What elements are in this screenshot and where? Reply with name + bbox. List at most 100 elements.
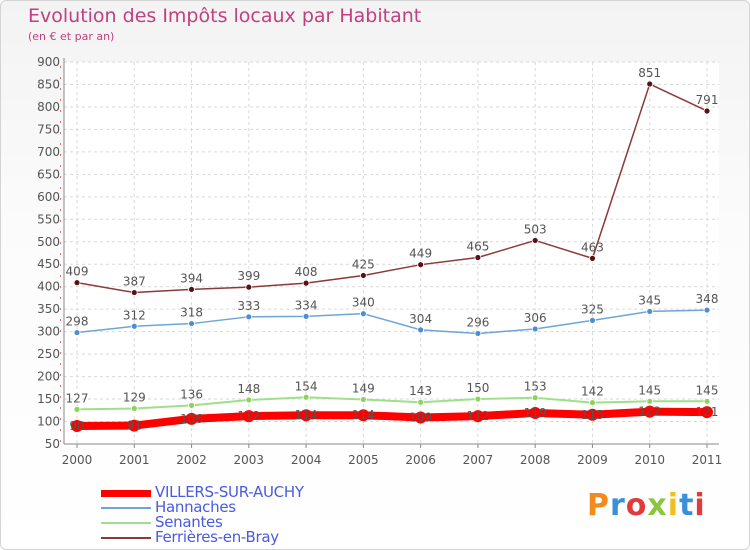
series-point-0 [71,420,83,433]
legend-label: VILLERS-SUR-AUCHY [155,483,304,501]
y-tick-label: 200 [37,370,60,384]
axis-dot [60,132,61,134]
series-point-0 [586,408,599,421]
series-point-2 [359,396,367,403]
series-point-0 [128,419,141,432]
data-label-3: 394 [180,271,203,285]
data-label-0: 115 [581,408,604,422]
data-label-2: 154 [295,379,318,393]
series-point-3 [73,279,81,287]
y-tick-label: 50 [45,437,60,451]
series-point-3 [646,80,654,88]
series-line-1 [76,309,708,335]
series-point-1 [245,313,253,321]
series-point-0 [529,406,542,419]
y-tick-label: 600 [37,190,60,204]
logo-letter: r [610,488,626,523]
axis-dot [60,440,61,442]
axis-dot [60,66,61,68]
axis-dot [60,209,61,211]
data-label-3: 387 [123,275,146,289]
series-point-1 [531,325,539,333]
y-tick-label: 400 [37,280,60,294]
logo-letter: i [667,488,680,523]
data-label-1: 345 [638,293,661,307]
x-tick-label: 2007 [463,453,494,467]
axis-dot [60,385,61,387]
data-label-2: 136 [180,387,203,401]
series-point-2 [188,401,195,409]
data-label-0: 90 [69,419,84,433]
series-point-3 [302,279,310,287]
axis-dot [60,165,61,167]
series-line-0 [73,407,711,431]
data-label-2: 143 [409,384,432,398]
x-tick-label: 2011 [692,453,723,467]
x-tick-label: 2010 [634,453,665,467]
series-point-0 [242,410,255,423]
data-label-0: 114 [352,408,375,422]
axis-dot [60,264,61,266]
axis-dot [60,330,61,332]
y-tick-label: 700 [37,145,60,159]
series-point-3 [474,254,482,261]
data-label-1: 340 [352,296,375,310]
data-label-1: 318 [180,306,203,320]
logo-letter: P [587,488,610,523]
chart-title: Evolution des Impôts locaux par Habitant [28,5,422,27]
series-point-0 [471,410,484,423]
data-label-3: 791 [696,93,719,107]
data-label-0: 121 [696,405,719,419]
y-tick-label: 250 [37,347,60,361]
axis-dot [60,275,61,277]
series-point-2 [245,396,253,404]
data-label-1: 306 [524,311,547,325]
series-point-2 [73,405,81,413]
data-label-1: 348 [696,292,719,306]
data-label-0: 109 [409,410,432,424]
series-point-1 [359,310,367,318]
data-label-1: 325 [581,302,604,316]
data-label-0: 112 [237,409,260,423]
series-point-2 [130,405,138,412]
series-point-2 [646,397,654,405]
data-label-2: 150 [466,381,489,395]
data-label-1: 333 [237,299,260,313]
series-point-2 [302,393,310,401]
y-tick-label: 500 [37,235,60,249]
data-label-3: 425 [352,257,375,271]
data-label-3: 851 [638,66,661,80]
y-tick-label: 850 [37,77,60,91]
data-label-1: 312 [123,308,146,322]
data-label-1: 298 [66,315,89,329]
data-label-2: 145 [638,383,661,397]
data-label-0: 112 [466,409,489,423]
logo-letter: i [694,488,706,523]
axis-dot [60,429,61,431]
proxiti-logo: Proxiti [587,488,706,523]
series-point-1 [302,312,310,320]
data-label-3: 465 [466,239,489,253]
series-point-3 [589,254,596,262]
axis-dot [60,176,61,178]
data-label-3: 503 [524,222,547,236]
axis-dot [60,99,61,101]
x-tick-label: 2008 [520,453,551,467]
axis-dot [60,198,61,200]
data-label-0: 114 [295,408,318,422]
data-label-0: 91 [127,419,142,433]
y-tick-label: 800 [37,100,60,114]
series-point-2 [589,399,596,407]
axis-dot [60,143,61,145]
x-tick-label: 2002 [176,453,207,467]
data-label-0: 106 [180,412,203,426]
series-point-0 [643,405,656,418]
series-point-1 [73,329,81,336]
axis-dot [60,220,61,222]
axis-dot [60,352,61,354]
legend-swatch [101,489,151,497]
axis-dot [60,363,61,365]
series-point-1 [474,330,482,337]
